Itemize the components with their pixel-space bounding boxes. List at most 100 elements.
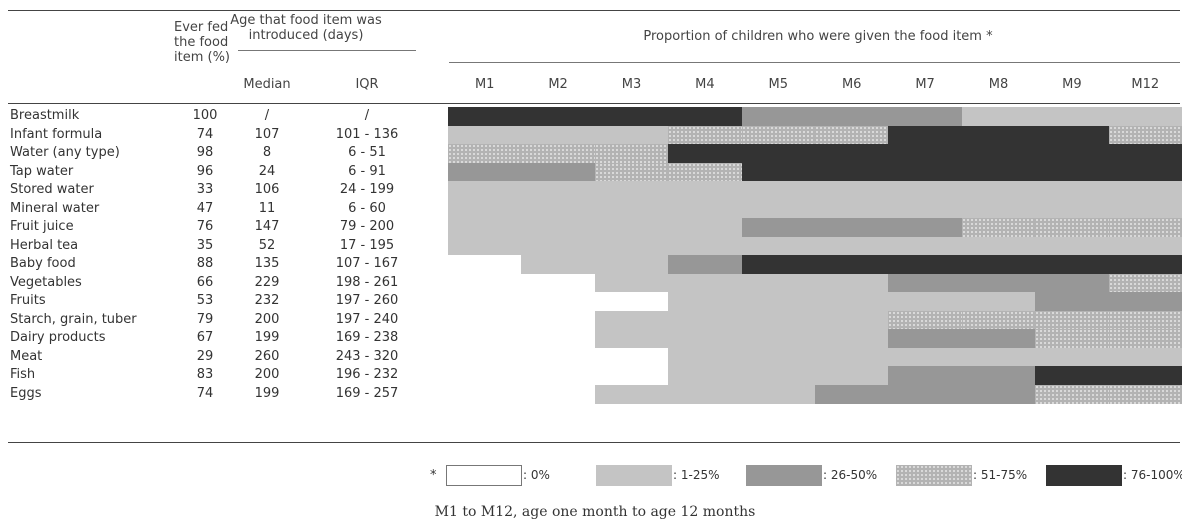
iqr-value: 6 - 51 xyxy=(348,145,386,160)
iqr-value: 243 - 320 xyxy=(335,348,399,364)
heatmap-cell xyxy=(961,144,1036,164)
ever-fed-header-line: Ever fed xyxy=(174,20,229,35)
legend-marker: * xyxy=(430,468,437,483)
caption: M1 to M12, age one month to age 12 month… xyxy=(434,504,756,520)
heatmap-cell xyxy=(1108,107,1182,127)
heatmap-cell xyxy=(1035,162,1110,182)
iqr-value: 6 - 60 xyxy=(348,200,386,216)
heatmap-cell xyxy=(741,125,816,145)
heatmap-cell xyxy=(594,125,669,145)
food-name: Vegetables xyxy=(10,274,82,290)
heatmap-cell xyxy=(815,218,889,238)
month-header-m6: M6 xyxy=(841,77,862,92)
heatmap-cell xyxy=(1035,236,1110,256)
heatmap-cell xyxy=(594,310,669,330)
median-value: 200 xyxy=(254,311,280,327)
ever-fed-value: 53 xyxy=(196,293,214,308)
heatmap-cell xyxy=(815,125,889,145)
heatmap-cell xyxy=(815,162,889,182)
month-header-m1: M1 xyxy=(474,77,495,92)
heatmap-cell xyxy=(815,273,889,293)
heatmap-cell xyxy=(1035,144,1110,164)
heatmap-cell xyxy=(1035,125,1110,145)
month-header-m9: M9 xyxy=(1062,77,1082,92)
heatmap-cell xyxy=(521,107,596,127)
heatmap-cell xyxy=(741,107,816,127)
ever-fed-header-line: the food xyxy=(174,35,229,50)
iqr-value: 17 - 195 xyxy=(339,237,395,253)
iqr-value: 107 - 167 xyxy=(335,256,399,271)
heatmap-cell xyxy=(448,236,522,256)
heatmap-cell xyxy=(888,162,963,182)
heatmap-cell xyxy=(1035,292,1110,312)
heatmap-cell xyxy=(815,255,889,275)
heatmap-cell xyxy=(888,218,963,238)
heatmap-cell xyxy=(1108,273,1182,293)
ever-fed-value: 33 xyxy=(196,182,214,197)
heatmap-cell xyxy=(888,199,963,219)
heatmap-cell xyxy=(815,384,889,404)
iqr-value: 169 - 257 xyxy=(335,385,399,401)
heatmap-cell xyxy=(1108,181,1182,201)
heatmap-cell xyxy=(521,384,596,404)
food-name: Fish xyxy=(10,367,36,382)
heatmap-cell xyxy=(448,125,522,145)
heatmap-cell xyxy=(521,125,596,145)
heatmap-cell xyxy=(594,144,669,164)
heatmap-cell xyxy=(521,181,596,201)
food-name: Eggs xyxy=(10,385,42,401)
heatmap-cell xyxy=(521,329,596,349)
iqr-header: IQR xyxy=(355,77,379,92)
month-header-m7: M7 xyxy=(915,77,935,92)
food-name: Dairy products xyxy=(10,330,106,345)
ever-fed-value: 74 xyxy=(196,126,214,142)
heatmap-cell xyxy=(741,329,816,349)
heatmap-cell xyxy=(741,199,816,219)
legend-swatch xyxy=(746,465,822,486)
heatmap-cell xyxy=(594,236,669,256)
heatmap-cell xyxy=(668,292,743,312)
heatmap-cell xyxy=(668,107,743,127)
heatmap-cell xyxy=(1108,366,1182,386)
heatmap-cell xyxy=(448,273,522,293)
iqr-value: 198 - 261 xyxy=(335,274,399,290)
ever-fed-value: 74 xyxy=(196,385,214,401)
heatmap-cell xyxy=(448,107,522,127)
heatmap-cell xyxy=(448,347,522,367)
heatmap-cell xyxy=(521,292,596,312)
heatmap-cell xyxy=(668,329,743,349)
legend-label: : 26-50% xyxy=(823,468,878,482)
heatmap-cell xyxy=(668,218,743,238)
median-value: / xyxy=(264,108,270,123)
heatmap-cell xyxy=(668,199,743,219)
median-value: 52 xyxy=(258,237,276,253)
heatmap-cell xyxy=(521,144,596,164)
heatmap-cell xyxy=(888,125,963,145)
ever-fed-value: 47 xyxy=(196,200,214,216)
month-header-m8: M8 xyxy=(988,77,1009,92)
heatmap-cell xyxy=(1108,329,1182,349)
heatmap-cell xyxy=(1108,236,1182,256)
heatmap-cell xyxy=(668,347,743,367)
ever-fed-header: Ever fed the food item (%) xyxy=(174,20,230,65)
heatmap-cell xyxy=(815,292,889,312)
heatmap-cell xyxy=(594,199,669,219)
heatmap-cell xyxy=(1108,199,1182,219)
heatmap-cell xyxy=(1035,255,1110,275)
heatmap-cell xyxy=(594,162,669,182)
heatmap-cell xyxy=(448,292,522,312)
heatmap-cell xyxy=(1035,273,1110,293)
heatmap-cell xyxy=(594,255,669,275)
month-header-m5: M5 xyxy=(768,77,789,92)
food-name: Infant formula xyxy=(10,126,103,142)
median-value: 199 xyxy=(254,385,280,401)
heatmap-cell xyxy=(888,255,963,275)
heatmap-cell xyxy=(961,366,1036,386)
heatmap-cell xyxy=(521,366,596,386)
heatmap-cell xyxy=(594,329,669,349)
age-header-rule xyxy=(238,50,416,51)
heatmap-cell xyxy=(1108,218,1182,238)
heatmap-cell xyxy=(594,366,669,386)
heatmap-cell xyxy=(594,292,669,312)
heatmap-cell xyxy=(815,144,889,164)
